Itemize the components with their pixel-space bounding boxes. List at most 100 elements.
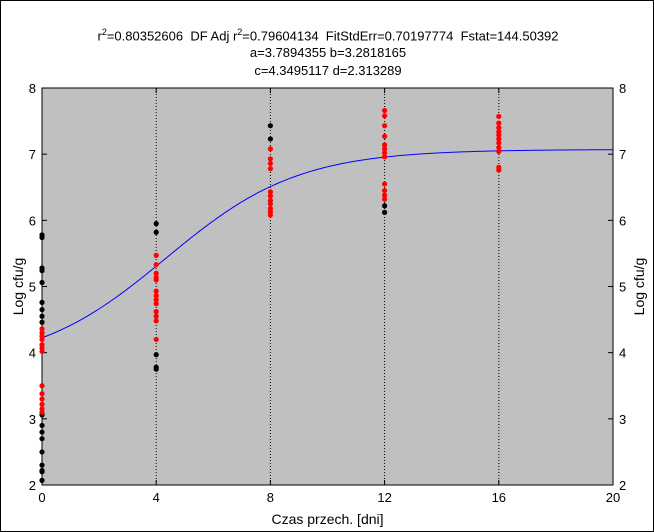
- data-point: [382, 123, 388, 129]
- data-point: [153, 297, 159, 303]
- data-point: [496, 148, 502, 155]
- data-point: [382, 181, 388, 187]
- data-point: [267, 201, 273, 207]
- y-tick-label-left: 5: [29, 280, 36, 295]
- data-point: [153, 318, 159, 324]
- data-point: [382, 146, 388, 152]
- data-point: [153, 313, 159, 319]
- data-point: [382, 133, 388, 139]
- data-point: [39, 429, 45, 435]
- x-axis-title: Czas przech. [dni]: [271, 511, 383, 527]
- data-point: [39, 299, 45, 305]
- data-point: [39, 336, 45, 343]
- data-point: [382, 142, 388, 148]
- data-point: [39, 234, 45, 241]
- data-point: [39, 307, 45, 313]
- data-point: [267, 212, 273, 218]
- x-tick-label: 20: [606, 490, 620, 505]
- y-axis-title-right: Log cfu/g: [631, 258, 647, 316]
- y-tick-label-left: 6: [29, 213, 36, 228]
- y-tick-label-right: 2: [619, 478, 626, 493]
- data-point: [39, 319, 45, 325]
- y-tick-label-right: 4: [619, 346, 626, 361]
- data-point: [153, 221, 159, 227]
- data-point: [39, 326, 45, 332]
- data-points: [39, 107, 502, 483]
- fit-curve: [41, 149, 614, 339]
- data-point: [153, 366, 159, 372]
- y-tick-label-right: 7: [619, 147, 626, 162]
- data-point: [153, 252, 159, 259]
- data-point: [39, 396, 45, 402]
- data-point: [382, 209, 388, 215]
- data-point: [39, 391, 45, 397]
- data-point: [39, 348, 45, 354]
- fit-parameters-cd: c=4.3495117 d=2.313289: [254, 63, 402, 78]
- data-point: [267, 136, 273, 142]
- plot-area: [41, 87, 614, 486]
- data-point: [267, 166, 273, 172]
- data-point: [153, 301, 159, 307]
- data-point: [382, 150, 388, 156]
- y-tick-label-left: 8: [29, 81, 36, 96]
- data-point: [39, 383, 45, 389]
- y-tick-label-right: 3: [619, 412, 626, 427]
- data-point: [382, 196, 388, 202]
- fit-statistics-line: r2=0.80352606 DF Adj r2=0.79604134 FitSt…: [97, 27, 559, 44]
- data-point: [267, 189, 273, 195]
- data-point: [267, 156, 273, 162]
- data-point: [496, 120, 502, 126]
- y-tick-label-right: 5: [619, 280, 626, 295]
- data-point: [39, 401, 45, 407]
- data-point: [382, 107, 388, 114]
- data-point: [39, 469, 45, 475]
- data-point: [39, 449, 45, 455]
- data-point: [39, 477, 45, 483]
- fit-parameters-ab: a=3.7894355 b=3.2818165: [249, 45, 407, 60]
- y-tick-label-left: 2: [29, 478, 36, 493]
- data-point: [267, 160, 273, 167]
- data-point: [267, 193, 273, 199]
- x-tick-label: 8: [267, 490, 274, 505]
- data-point: [153, 352, 159, 358]
- data-point: [382, 187, 388, 194]
- data-point: [496, 132, 502, 138]
- data-point: [39, 422, 45, 429]
- y-axis-title-left: Log cfu/g: [10, 258, 26, 316]
- data-point: [39, 279, 45, 286]
- data-point: [496, 125, 502, 131]
- data-point: [39, 436, 45, 442]
- data-point: [382, 113, 388, 119]
- data-point: [496, 140, 502, 146]
- data-point: [382, 154, 388, 160]
- data-point: [153, 309, 159, 315]
- data-point: [382, 192, 388, 198]
- y-tick-label-right: 8: [619, 81, 626, 96]
- data-point: [153, 288, 159, 294]
- data-point: [496, 167, 502, 173]
- x-tick-label: 12: [377, 490, 391, 505]
- data-point: [153, 270, 159, 276]
- data-point: [39, 268, 45, 274]
- data-point: [153, 262, 159, 268]
- x-tick-label: 16: [492, 490, 506, 505]
- x-tick-label: 4: [153, 490, 160, 505]
- y-tick-label-left: 4: [29, 346, 36, 361]
- y-tick-label-left: 3: [29, 412, 36, 427]
- data-point: [153, 293, 159, 299]
- data-point: [39, 462, 45, 468]
- data-point: [153, 229, 159, 235]
- y-tick-label-right: 6: [619, 213, 626, 228]
- data-point: [267, 123, 273, 129]
- data-point: [39, 313, 45, 319]
- data-point: [382, 203, 388, 209]
- data-point: [496, 113, 502, 120]
- data-point: [39, 409, 45, 415]
- data-point: [267, 146, 273, 152]
- data-point: [496, 136, 502, 142]
- y-tick-label-left: 7: [29, 147, 36, 162]
- data-point: [496, 144, 502, 151]
